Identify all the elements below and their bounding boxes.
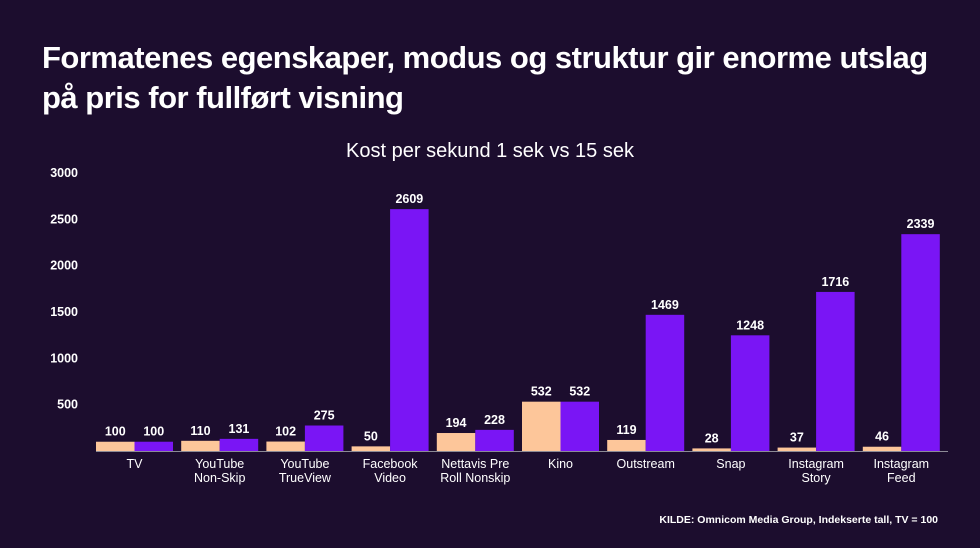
bar-15sek: [901, 234, 940, 451]
bar-15sek: [816, 291, 855, 451]
data-label: 2609: [395, 192, 423, 206]
x-tick-label: Nettavis Pre: [441, 457, 509, 471]
data-label: 50: [364, 429, 378, 443]
bar-1sek: [862, 446, 902, 451]
y-tick-label: 2500: [50, 212, 78, 226]
data-label: 275: [314, 409, 335, 423]
bar-1sek: [96, 441, 135, 451]
data-label: 532: [569, 385, 590, 399]
bar-15sek: [304, 425, 344, 451]
data-label: 1716: [821, 275, 849, 289]
x-tick-label: Snap: [716, 457, 745, 471]
bar-1sek: [522, 401, 561, 451]
data-label: 100: [105, 425, 126, 439]
data-label: 28: [705, 431, 719, 445]
x-tick-label: Instagram: [874, 457, 930, 471]
x-tick-label: Roll Nonskip: [440, 471, 510, 485]
x-tick-label: TrueView: [279, 471, 332, 485]
data-label: 1248: [736, 318, 764, 332]
bar-15sek: [560, 401, 599, 451]
data-label: 1469: [651, 298, 679, 312]
bar-15sek: [645, 314, 685, 451]
y-tick-label: 3000: [50, 166, 78, 180]
data-label: 110: [190, 424, 210, 438]
data-label: 102: [275, 425, 296, 439]
bar-15sek: [730, 335, 770, 451]
data-label: 228: [484, 413, 505, 427]
bar-1sek: [607, 439, 646, 451]
data-label: 532: [531, 385, 552, 399]
data-label: 37: [790, 431, 804, 445]
data-label: 46: [875, 430, 889, 444]
y-tick-label: 2000: [50, 259, 78, 273]
x-tick-label: Feed: [887, 471, 916, 485]
x-tick-label: Kino: [548, 457, 573, 471]
bar-1sek: [692, 448, 731, 451]
bar-15sek: [219, 438, 259, 451]
data-label: 100: [143, 425, 164, 439]
bar-1sek: [351, 446, 391, 451]
bar-1sek: [266, 441, 305, 451]
x-tick-label: Story: [802, 471, 832, 485]
bar-1sek: [181, 440, 220, 451]
y-tick-label: 500: [57, 398, 78, 412]
x-tick-label: Facebook: [363, 457, 419, 471]
x-tick-label: Outstream: [617, 457, 675, 471]
data-label: 2339: [907, 217, 935, 231]
bar-15sek: [134, 441, 173, 451]
y-tick-label: 1000: [50, 351, 78, 365]
bar-15sek: [390, 209, 429, 451]
x-tick-label: Non-Skip: [194, 471, 245, 485]
x-tick-label: TV: [127, 457, 144, 471]
bar-1sek: [777, 447, 817, 451]
y-tick-label: 1500: [50, 305, 78, 319]
bar-1sek: [436, 433, 476, 451]
data-label: 131: [229, 422, 250, 436]
data-label: 119: [616, 423, 636, 437]
x-tick-label: Video: [374, 471, 406, 485]
bar-15sek: [475, 429, 514, 451]
chart-title: Kost per sekund 1 sek vs 15 sek: [346, 140, 634, 162]
x-tick-label: Instagram: [788, 457, 844, 471]
source-note: KILDE: Omnicom Media Group, Indekserte t…: [659, 514, 938, 526]
data-label: 194: [446, 416, 467, 430]
headline: Formatenes egenskaper, modus og struktur…: [42, 40, 928, 115]
x-tick-label: YouTube: [280, 457, 329, 471]
x-tick-label: YouTube: [195, 457, 244, 471]
